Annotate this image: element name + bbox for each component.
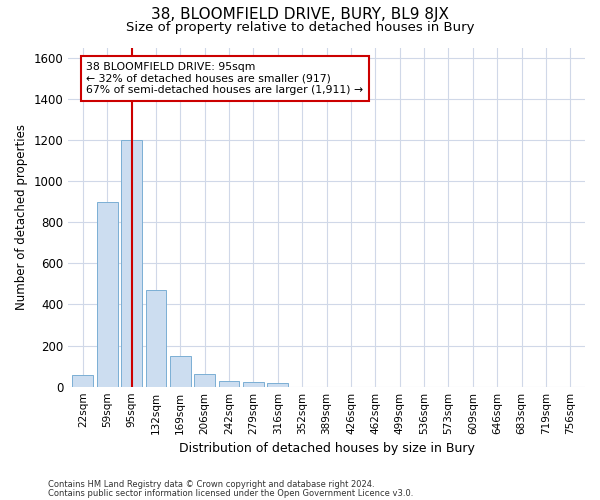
Y-axis label: Number of detached properties: Number of detached properties: [15, 124, 28, 310]
Text: 38 BLOOMFIELD DRIVE: 95sqm
← 32% of detached houses are smaller (917)
67% of sem: 38 BLOOMFIELD DRIVE: 95sqm ← 32% of deta…: [86, 62, 364, 95]
Bar: [170, 356, 191, 386]
Text: Size of property relative to detached houses in Bury: Size of property relative to detached ho…: [126, 21, 474, 34]
Bar: [146, 290, 166, 386]
Bar: [73, 376, 93, 386]
Bar: [121, 140, 142, 386]
X-axis label: Distribution of detached houses by size in Bury: Distribution of detached houses by size …: [179, 442, 475, 455]
Bar: [219, 380, 239, 386]
Bar: [194, 374, 215, 386]
Text: Contains public sector information licensed under the Open Government Licence v3: Contains public sector information licen…: [48, 488, 413, 498]
Text: 38, BLOOMFIELD DRIVE, BURY, BL9 8JX: 38, BLOOMFIELD DRIVE, BURY, BL9 8JX: [151, 8, 449, 22]
Bar: [243, 382, 264, 386]
Text: Contains HM Land Registry data © Crown copyright and database right 2024.: Contains HM Land Registry data © Crown c…: [48, 480, 374, 489]
Bar: [268, 382, 288, 386]
Bar: [97, 202, 118, 386]
